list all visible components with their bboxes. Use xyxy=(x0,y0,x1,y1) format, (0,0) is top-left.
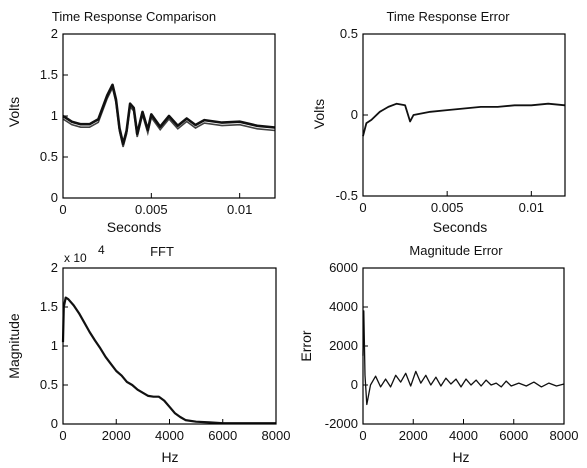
x-tick-label: 0 xyxy=(359,428,366,443)
panel-fft: FFT x 10 4 Hz Magnitude 0 2000 4000 6000 800… xyxy=(6,243,290,465)
y-tick-label: 0.5 xyxy=(40,149,58,164)
y-tick-label: 0 xyxy=(51,416,58,431)
x-axis-label: Seconds xyxy=(107,219,161,235)
y-tick-label: 4000 xyxy=(329,299,358,314)
y-tick-label: 0 xyxy=(351,377,358,392)
y-tick-label: 1.5 xyxy=(40,67,58,82)
x-tick-label: 4000 xyxy=(155,428,184,443)
x-tick-label: 6000 xyxy=(208,428,237,443)
x-tick-label: 0.01 xyxy=(519,200,544,215)
x-tick-label: 2000 xyxy=(102,428,131,443)
y-tick-label: 1 xyxy=(51,108,58,123)
x-tick-label: 2000 xyxy=(399,428,428,443)
y-tick-label: 0.5 xyxy=(340,26,358,41)
y-multiplier-exponent: 4 xyxy=(98,243,105,257)
y-tick-label: 2 xyxy=(51,26,58,41)
y-tick-label: 1 xyxy=(51,338,58,353)
x-tick-label: 0.005 xyxy=(135,202,168,217)
x-tick-label: 6000 xyxy=(499,428,528,443)
panel-magnitude-error: Magnitude Error Hz Error 0 2000 4000 6000 80… xyxy=(298,243,578,465)
y-tick-label: 1.5 xyxy=(40,299,58,314)
plot-frame xyxy=(362,267,565,425)
x-tick-label: 0 xyxy=(59,202,66,217)
chart-title: Time Response Error xyxy=(386,9,510,24)
x-tick-label: 4000 xyxy=(449,428,478,443)
y-tick-label: 0.5 xyxy=(40,377,58,392)
chart-title: FFT xyxy=(150,244,174,259)
panel-time-response-error: Time Response Error Seconds Volts 0 0.005… xyxy=(311,9,566,235)
x-tick-label: 0 xyxy=(59,428,66,443)
series-line xyxy=(362,102,566,137)
x-tick-label: 0.01 xyxy=(227,202,252,217)
x-tick-label: 0 xyxy=(359,200,366,215)
y-axis-label: Volts xyxy=(311,99,327,129)
y-multiplier-label: x 10 xyxy=(64,251,87,265)
y-tick-label: 2000 xyxy=(329,338,358,353)
y-tick-label: 0 xyxy=(51,190,58,205)
y-tick-label: 0 xyxy=(351,107,358,122)
x-tick-label: 8000 xyxy=(550,428,579,443)
plot-frame xyxy=(362,33,566,197)
chart-title: Magnitude Error xyxy=(409,243,503,258)
series-line xyxy=(61,296,276,425)
series-line xyxy=(62,85,276,148)
y-axis-label: Error xyxy=(298,330,314,361)
series-line xyxy=(62,83,276,146)
x-axis-label: Hz xyxy=(452,449,469,465)
panel-time-response-comparison: Time Response Comparison Seconds Volts 0… xyxy=(6,9,276,235)
plot-frame xyxy=(62,33,276,199)
y-tick-label: -2000 xyxy=(325,416,358,431)
y-axis-label: Volts xyxy=(6,97,22,127)
x-axis-label: Hz xyxy=(161,449,178,465)
plot-frame xyxy=(62,267,277,425)
chart-title: Time Response Comparison xyxy=(52,9,216,24)
y-tick-label: 2 xyxy=(51,260,58,275)
x-tick-label: 0.005 xyxy=(431,200,464,215)
x-tick-label: 8000 xyxy=(262,428,291,443)
y-tick-label: -0.5 xyxy=(336,188,358,203)
y-axis-label: Magnitude xyxy=(6,313,22,379)
x-axis-label: Seconds xyxy=(433,219,487,235)
y-tick-label: 6000 xyxy=(329,260,358,275)
series-line xyxy=(362,310,565,406)
